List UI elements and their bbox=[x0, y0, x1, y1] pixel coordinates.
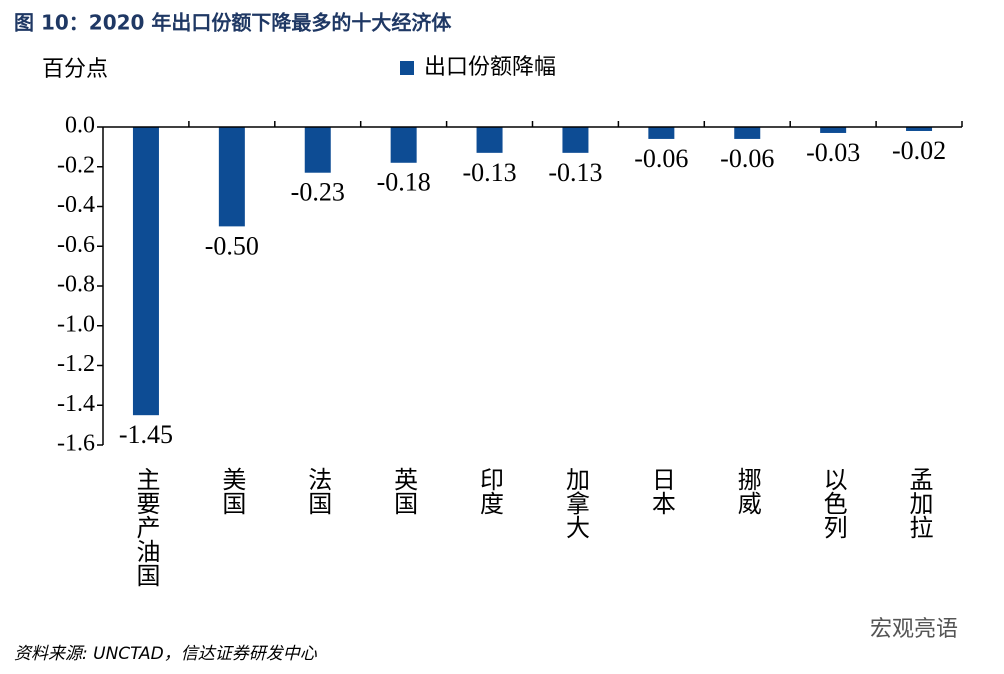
y-tick-label: 0.0 bbox=[65, 113, 95, 139]
y-tick-label: -1.2 bbox=[57, 351, 95, 377]
y-tick-label: -0.8 bbox=[57, 272, 95, 298]
x-tick-label: 挪威 bbox=[733, 467, 761, 515]
x-tick-label: 美国 bbox=[218, 467, 246, 515]
bar bbox=[390, 127, 417, 163]
chart-title: 图 10：2020 年出口份额下降最多的十大经济体 bbox=[14, 11, 452, 35]
y-tick-label: -1.6 bbox=[57, 431, 95, 457]
bar bbox=[906, 127, 933, 131]
bar bbox=[820, 127, 847, 133]
value-label: -0.06 bbox=[720, 144, 774, 173]
y-tick-label: -1.0 bbox=[57, 311, 95, 337]
x-tick-label: 英国 bbox=[390, 467, 418, 515]
y-tick-label: -0.2 bbox=[57, 152, 95, 178]
bar bbox=[648, 127, 675, 139]
y-tick-label: -0.4 bbox=[57, 192, 95, 218]
x-tick-label: 印度 bbox=[476, 467, 504, 515]
value-label: -0.18 bbox=[377, 168, 431, 197]
x-tick-label: 主要产油国 bbox=[132, 467, 160, 587]
value-label: -0.50 bbox=[205, 231, 259, 260]
value-label: -0.06 bbox=[634, 144, 688, 173]
value-label: -0.02 bbox=[892, 136, 946, 165]
y-tick-label: -0.6 bbox=[57, 232, 95, 258]
value-label: -0.13 bbox=[462, 158, 516, 187]
value-label: -1.45 bbox=[119, 420, 173, 449]
bar bbox=[476, 127, 503, 153]
value-label: -0.03 bbox=[806, 138, 860, 167]
bar bbox=[132, 127, 159, 416]
legend-swatch bbox=[400, 61, 414, 75]
y-tick-label: -1.4 bbox=[57, 391, 95, 417]
bar bbox=[734, 127, 761, 139]
x-tick-label: 法国 bbox=[304, 467, 332, 515]
bar bbox=[562, 127, 589, 153]
x-tick-label: 日本 bbox=[647, 467, 675, 515]
x-tick-label: 孟加拉 bbox=[905, 467, 933, 539]
legend-label: 出口份额降幅 bbox=[424, 55, 556, 80]
value-label: -0.13 bbox=[548, 158, 602, 187]
bar bbox=[304, 127, 331, 173]
watermark: 宏观亮语 bbox=[870, 617, 958, 642]
value-label: -0.23 bbox=[291, 178, 345, 207]
x-tick-label: 加拿大 bbox=[561, 467, 589, 539]
y-axis-label: 百分点 bbox=[42, 57, 108, 82]
source-note: 资料来源: UNCTAD，信达证券研发中心 bbox=[14, 644, 318, 664]
bar bbox=[218, 127, 245, 227]
x-tick-label: 以色列 bbox=[819, 467, 847, 539]
